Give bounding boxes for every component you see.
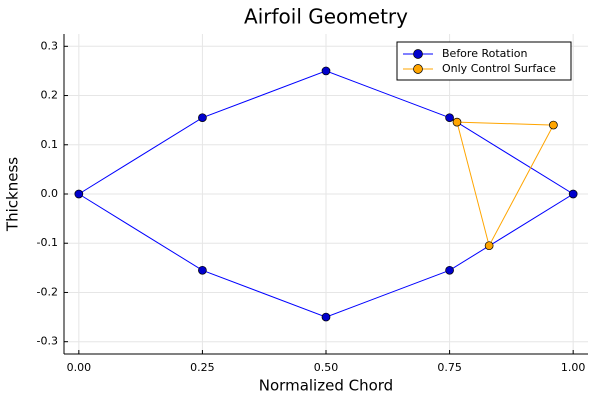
legend-box (396, 41, 572, 81)
grid-layer (64, 34, 588, 354)
x-axis-label: Normalized Chord (259, 377, 393, 395)
y-tick-label: 0.2 (41, 89, 59, 102)
series-layer (74, 66, 578, 322)
ticks-layer: 0.00 0.25 0.50 0.75 1.00 -0.3 -0.2 -0.1 0.0 0.1 0.… (37, 39, 586, 374)
x-tick-label: 0.75 (437, 361, 462, 374)
data-point-before-rotation (198, 265, 207, 275)
y-tick-label: 0.3 (41, 39, 59, 52)
y-axis-label: Thickness (4, 157, 22, 232)
series-line-control-surface (456, 121, 555, 248)
data-point-before-rotation (321, 312, 331, 322)
data-point-before-rotation (74, 189, 84, 199)
data-point-before-rotation (445, 265, 454, 275)
y-tick-label: 0.0 (41, 187, 59, 200)
y-tick-label: -0.3 (37, 335, 58, 348)
chart-title: Airfoil Geometry (244, 5, 408, 29)
legend: Before Rotation Only Control Surface (396, 41, 572, 81)
y-tick-label: -0.2 (37, 285, 58, 298)
data-point-before-rotation (198, 113, 207, 123)
data-point-before-rotation (445, 113, 454, 123)
data-point-control-surface (549, 120, 558, 130)
y-tick-label: 0.1 (41, 138, 59, 151)
data-point-before-rotation (321, 66, 331, 76)
x-tick-label: 1.00 (561, 361, 586, 374)
data-point-before-rotation (568, 189, 578, 199)
x-tick-label: 0.25 (190, 361, 215, 374)
data-point-control-surface (452, 117, 462, 127)
legend-label-before-rotation: Before Rotation (442, 47, 527, 60)
y-tick-label: -0.1 (37, 236, 58, 249)
legend-marker-control-surface (413, 64, 423, 74)
x-tick-label: 0.00 (67, 361, 92, 374)
x-tick-label: 0.50 (314, 361, 339, 374)
legend-marker-before-rotation (413, 49, 423, 59)
legend-label-control-surface: Only Control Surface (442, 62, 556, 75)
data-point-control-surface (484, 241, 494, 251)
